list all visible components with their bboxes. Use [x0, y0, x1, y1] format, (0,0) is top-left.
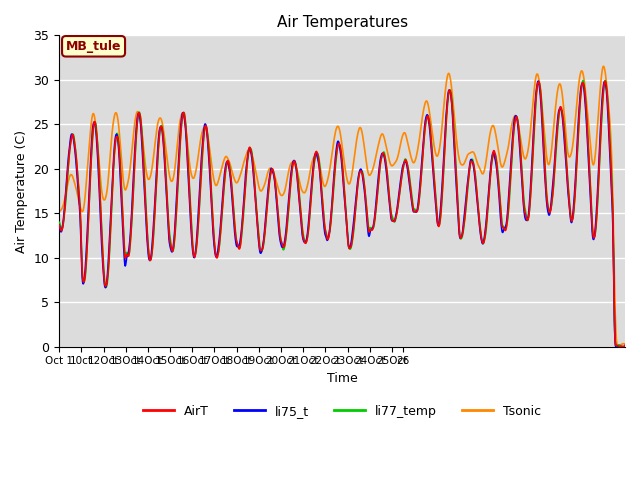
Line: AirT: AirT	[59, 81, 625, 347]
li75_t	[122, 260, 130, 265]
AirT	[621, 342, 629, 348]
AirT	[99, 257, 107, 263]
Tsonic	[99, 195, 107, 201]
Tsonic	[621, 341, 629, 347]
Tsonic	[600, 63, 607, 69]
Tsonic	[614, 344, 622, 350]
li77_temp	[378, 156, 385, 162]
li77_temp	[317, 180, 325, 185]
li77_temp	[296, 190, 303, 195]
li75_t	[307, 189, 315, 195]
li77_temp	[99, 252, 107, 258]
li75_t	[99, 263, 107, 269]
AirT	[307, 194, 315, 200]
Title: Air Temperatures: Air Temperatures	[276, 15, 408, 30]
li75_t	[55, 222, 63, 228]
AirT	[55, 222, 63, 228]
li75_t	[317, 187, 325, 192]
Tsonic	[317, 170, 325, 176]
AirT	[616, 344, 623, 349]
AirT	[122, 254, 130, 260]
li77_temp	[55, 219, 63, 225]
AirT	[296, 194, 303, 200]
Tsonic	[55, 208, 63, 214]
AirT	[378, 156, 385, 162]
X-axis label: Time: Time	[326, 372, 358, 385]
li75_t	[378, 153, 385, 159]
Line: li75_t: li75_t	[59, 81, 625, 348]
li77_temp	[307, 197, 315, 203]
li75_t	[621, 344, 629, 349]
AirT	[317, 182, 325, 188]
AirT	[601, 78, 609, 84]
li77_temp	[579, 78, 587, 84]
Tsonic	[296, 177, 303, 183]
Tsonic	[307, 164, 315, 170]
li75_t	[534, 78, 542, 84]
Line: li77_temp: li77_temp	[59, 81, 625, 348]
li77_temp	[122, 252, 130, 257]
li75_t	[296, 198, 303, 204]
Y-axis label: Air Temperature (C): Air Temperature (C)	[15, 130, 28, 252]
Tsonic	[122, 186, 130, 192]
li75_t	[612, 345, 620, 351]
Legend: AirT, li75_t, li77_temp, Tsonic: AirT, li75_t, li77_temp, Tsonic	[138, 400, 547, 423]
li77_temp	[621, 346, 629, 351]
Line: Tsonic: Tsonic	[59, 66, 625, 347]
Text: MB_tule: MB_tule	[66, 40, 122, 53]
Tsonic	[378, 132, 385, 138]
